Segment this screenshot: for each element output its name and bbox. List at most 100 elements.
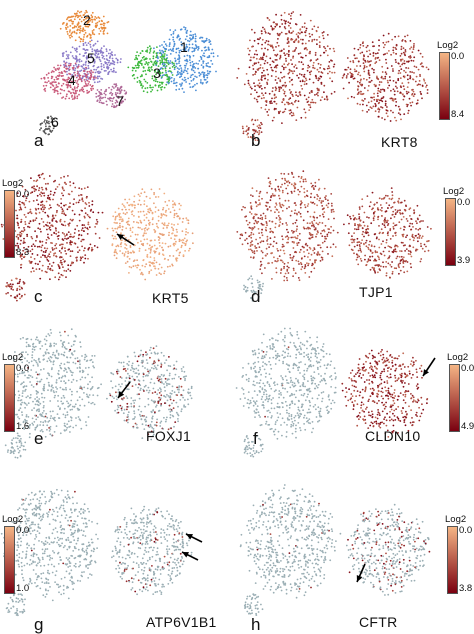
cell-point	[360, 251, 363, 253]
panel-letter-a: a	[34, 131, 44, 150]
cell-point	[121, 97, 123, 100]
cell-point	[379, 204, 382, 206]
cell-point	[53, 252, 55, 255]
cell-point	[146, 205, 148, 208]
cell-point	[258, 285, 261, 287]
cell-point	[270, 66, 273, 69]
cell-point	[266, 208, 269, 210]
cell-point	[264, 30, 267, 33]
cell-point	[94, 75, 96, 78]
cell-point	[381, 207, 383, 209]
cell-point	[58, 250, 61, 252]
cell-point	[390, 217, 392, 220]
cell-point	[427, 240, 429, 243]
cell-point	[144, 278, 147, 281]
cell-point	[93, 366, 95, 369]
cell-point	[43, 396, 46, 399]
cell-point	[357, 85, 360, 88]
cell-point	[321, 235, 324, 237]
cell-point	[139, 203, 142, 206]
cell-point	[252, 64, 254, 67]
cell-point	[331, 71, 333, 74]
cell-point	[66, 356, 68, 358]
cell-point	[110, 97, 113, 100]
cell-point	[149, 84, 152, 87]
cell-point	[308, 71, 311, 74]
cell-point	[137, 226, 140, 229]
cell-point	[199, 73, 202, 76]
cell-point	[79, 30, 82, 32]
cell-point	[373, 233, 376, 236]
cell-point	[367, 258, 370, 261]
cell-point	[174, 57, 176, 60]
cell-point	[327, 253, 329, 255]
cell-point	[396, 87, 398, 89]
cell-point	[169, 29, 172, 31]
cell-point	[301, 26, 304, 28]
cell-point	[269, 63, 272, 66]
cell-point	[369, 240, 371, 243]
cell-point	[154, 239, 156, 241]
cell-point	[78, 60, 81, 63]
cell-point	[108, 98, 111, 100]
cell-point	[24, 390, 26, 392]
cell-point	[286, 180, 288, 183]
cell-point	[159, 61, 162, 64]
cell-point	[275, 271, 278, 274]
cell-point	[351, 238, 354, 241]
cell-point	[30, 236, 33, 238]
cell-point	[366, 50, 368, 53]
cell-point	[86, 84, 89, 87]
cell-point	[283, 48, 285, 50]
cell-point	[63, 233, 66, 235]
cell-point	[104, 93, 107, 96]
cell-point	[53, 342, 56, 345]
cell-point	[100, 68, 103, 71]
cell-point	[84, 41, 87, 44]
cell-point	[161, 86, 164, 88]
cell-point	[287, 180, 290, 182]
cell-point	[290, 111, 293, 114]
cell-point	[275, 102, 278, 105]
cell-point	[127, 250, 129, 253]
cell-point	[30, 212, 33, 215]
cell-point	[144, 227, 147, 229]
cell-point	[279, 204, 281, 206]
cell-point	[24, 402, 27, 405]
cell-point	[288, 89, 291, 91]
cell-point	[72, 426, 75, 429]
cell-point	[100, 50, 103, 53]
cell-point	[47, 233, 49, 236]
cell-point	[413, 93, 416, 96]
cell-point	[173, 44, 176, 46]
cell-point	[206, 76, 209, 79]
cell-point	[402, 98, 405, 101]
cell-point	[78, 29, 81, 31]
cell-point	[316, 39, 318, 41]
cell-point	[74, 186, 77, 189]
cell-point	[387, 223, 390, 225]
cell-point	[323, 46, 325, 48]
cell-point	[35, 239, 37, 242]
cell-point	[353, 54, 356, 56]
cell-point	[32, 386, 35, 388]
cell-point	[17, 396, 20, 399]
cell-point	[371, 67, 374, 70]
cell-point	[75, 260, 78, 262]
cell-point	[34, 212, 37, 215]
cell-point	[192, 36, 194, 39]
cell-point	[173, 45, 175, 48]
cell-point	[259, 217, 262, 220]
cell-point	[283, 92, 286, 95]
cell-point	[42, 421, 45, 424]
cell-point	[67, 237, 70, 240]
cell-point	[80, 229, 83, 232]
cell-point	[175, 74, 178, 77]
cell-point	[77, 416, 80, 418]
cell-point	[264, 74, 266, 77]
cell-point	[43, 387, 46, 390]
cell-point	[172, 229, 175, 232]
cell-point	[400, 201, 403, 204]
cell-point	[25, 414, 28, 416]
cell-point	[407, 78, 409, 81]
